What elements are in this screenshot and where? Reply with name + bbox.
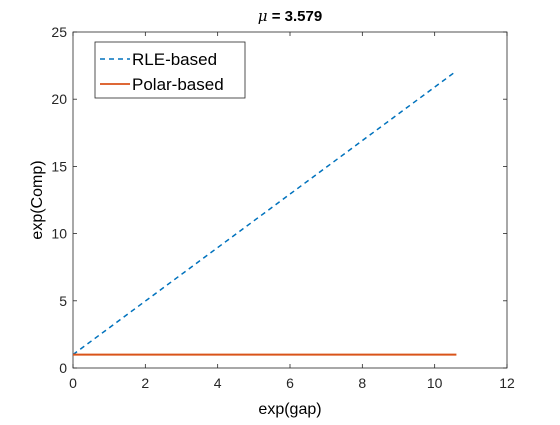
y-axis: 0 5 10 15 20 25 xyxy=(51,24,507,376)
x-axis: 0 2 4 6 8 10 12 xyxy=(69,32,515,391)
y-tick-label: 10 xyxy=(51,226,67,242)
title-value: = 3.579 xyxy=(268,8,323,25)
legend-entry-rle: RLE-based xyxy=(100,50,217,69)
x-tick-label: 0 xyxy=(69,375,77,391)
x-axis-label: exp(gap) xyxy=(258,401,321,418)
legend-label-rle: RLE-based xyxy=(132,50,217,69)
y-tick-label: 25 xyxy=(51,24,67,40)
x-tick-label: 6 xyxy=(286,375,294,391)
x-tick-label: 12 xyxy=(499,375,515,391)
y-tick-label: 5 xyxy=(59,293,67,309)
legend: RLE-based Polar-based xyxy=(94,41,246,99)
legend-label-polar: Polar-based xyxy=(132,75,224,94)
legend-entry-polar: Polar-based xyxy=(100,75,224,94)
y-tick-label: 0 xyxy=(59,360,67,376)
chart-title: μ = 3.579 xyxy=(258,7,322,25)
series-layer xyxy=(72,70,457,356)
y-tick-label: 15 xyxy=(51,158,67,174)
x-tick-label: 8 xyxy=(358,375,366,391)
series-line-rle-based xyxy=(72,70,457,356)
x-tick-label: 10 xyxy=(427,375,443,391)
title-mu: μ xyxy=(258,7,268,25)
y-tick-label: 20 xyxy=(51,91,67,107)
x-tick-label: 4 xyxy=(214,375,222,391)
y-axis-label: exp(Comp) xyxy=(29,160,46,239)
legend-box xyxy=(94,41,246,99)
x-tick-label: 2 xyxy=(141,375,149,391)
